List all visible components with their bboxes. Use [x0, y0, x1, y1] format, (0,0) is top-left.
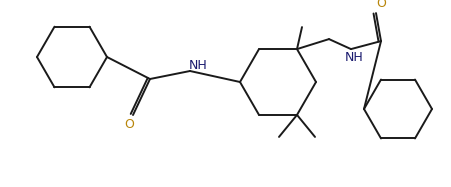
Text: NH: NH	[189, 59, 207, 71]
Text: O: O	[376, 0, 386, 10]
Text: O: O	[124, 117, 134, 131]
Text: NH: NH	[345, 51, 364, 64]
